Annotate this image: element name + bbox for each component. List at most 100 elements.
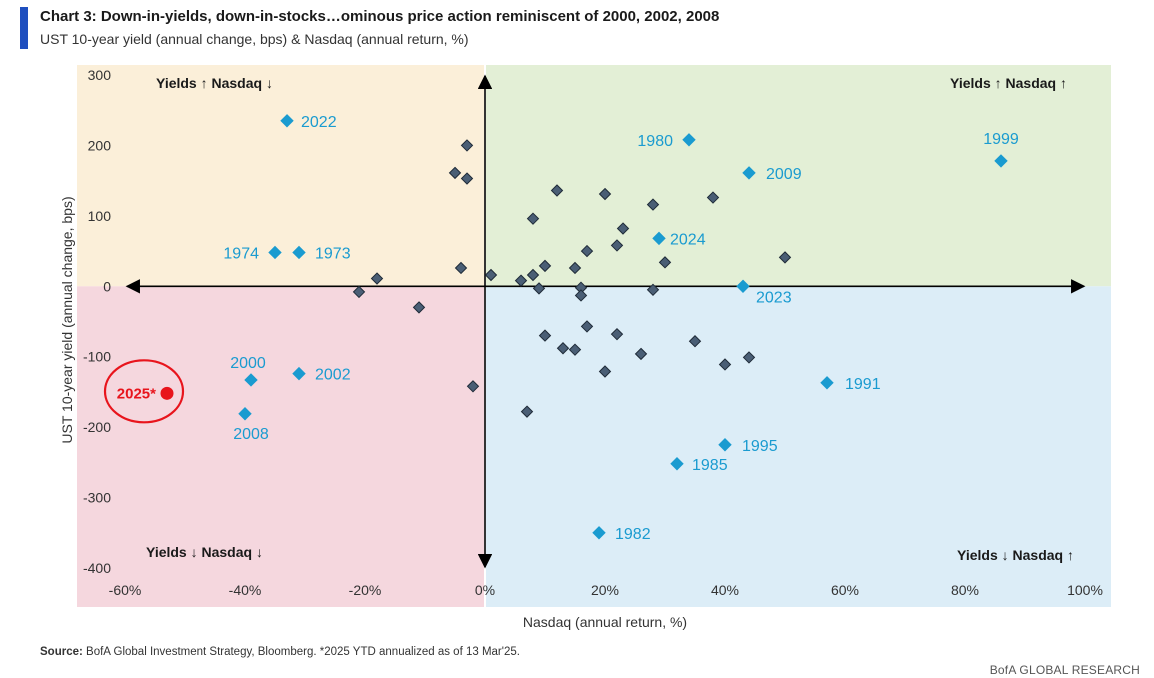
data-point [580, 244, 594, 258]
data-point [646, 198, 660, 211]
y-tick-label: -200 [83, 419, 111, 435]
data-point-1991 [820, 376, 834, 390]
data-point [610, 239, 624, 252]
y-tick-label: -300 [83, 490, 111, 506]
data-point [742, 351, 756, 364]
data-point-2008 [238, 407, 252, 421]
data-label-1995: 1995 [742, 438, 778, 455]
data-point [658, 256, 672, 269]
data-label-1973: 1973 [315, 245, 351, 262]
data-point-2023 [736, 279, 750, 293]
data-point-2002 [292, 366, 306, 381]
data-point-2025 [160, 386, 174, 400]
data-point [634, 347, 648, 361]
data-point [466, 380, 480, 393]
y-tick-label: -400 [83, 560, 111, 576]
data-point [616, 222, 630, 235]
quadrant-bottom-left [77, 286, 485, 607]
data-label-2022: 2022 [301, 114, 337, 131]
data-point [460, 172, 474, 185]
data-label-2000: 2000 [230, 355, 266, 372]
y-tick-label: 300 [88, 67, 112, 83]
y-tick-label: 200 [88, 137, 112, 153]
data-point-1980 [682, 133, 696, 147]
data-label-1980: 1980 [637, 133, 673, 150]
data-point-1995 [718, 438, 732, 452]
data-point [514, 274, 528, 287]
x-tick-label: 100% [1067, 582, 1103, 598]
quadrant-label-bottom-right: Yields ↓ Nasdaq ↑ [957, 547, 1074, 563]
data-point [460, 139, 474, 152]
data-point [484, 268, 498, 282]
x-tick-label: -20% [349, 582, 382, 598]
x-tick-label: 80% [951, 582, 979, 598]
data-point [706, 191, 720, 204]
quadrant-label-bottom-left: Yields ↓ Nasdaq ↓ [146, 544, 263, 560]
data-label-2009: 2009 [766, 166, 802, 183]
data-point-1999 [994, 154, 1008, 168]
data-point [568, 261, 582, 275]
quadrant-label-top-right: Yields ↑ Nasdaq ↑ [950, 75, 1067, 91]
brand-footer: BofA GLOBAL RESEARCH [989, 663, 1140, 677]
data-point [550, 184, 564, 197]
quadrant-bottom-right [485, 286, 1111, 607]
data-label-2002: 2002 [315, 367, 351, 384]
highlight-ring [103, 359, 185, 424]
data-label-1991: 1991 [845, 376, 881, 393]
x-tick-label: -40% [229, 582, 262, 598]
data-point-2022 [280, 114, 294, 128]
data-label-1982: 1982 [615, 526, 651, 543]
data-point [688, 335, 702, 348]
data-point [556, 342, 570, 355]
y-tick-label: -100 [83, 349, 111, 365]
data-point [646, 283, 660, 297]
data-point [580, 320, 594, 333]
x-axis-label: Nasdaq (annual return, %) [523, 614, 687, 630]
x-tick-label: 0% [475, 582, 495, 598]
data-label-2008: 2008 [233, 426, 269, 443]
x-tick-label: 20% [591, 582, 619, 598]
data-point [526, 268, 540, 282]
data-point [778, 251, 792, 264]
data-point [352, 285, 366, 299]
source-label: Source: [40, 646, 83, 658]
source-text: BofA Global Investment Strategy, Bloombe… [82, 646, 520, 658]
data-label-1985: 1985 [692, 457, 728, 474]
data-point [370, 272, 384, 285]
x-tick-label: -60% [109, 582, 142, 598]
data-point [538, 329, 552, 342]
data-point-1974 [268, 245, 282, 260]
x-tick-label: 60% [831, 582, 859, 598]
data-point-2009 [742, 166, 756, 180]
chart-subtitle: UST 10-year yield (annual change, bps) &… [40, 31, 469, 47]
data-point-1982 [592, 526, 606, 540]
data-point [532, 282, 546, 295]
data-point [448, 166, 462, 180]
title-accent-bar [20, 7, 28, 49]
data-point-2024 [652, 231, 666, 246]
data-point [598, 187, 612, 201]
quadrant-top-left [77, 65, 485, 287]
data-label-1974: 1974 [223, 245, 259, 262]
data-point-1985 [670, 457, 684, 471]
data-point [718, 358, 732, 371]
scatter-chart: 300 200 100 0 -100 -200 -300 -400 -60% -40% -20% 0%… [59, 65, 1111, 630]
data-point [454, 261, 468, 275]
chart-title: Chart 3: Down-in-yields, down-in-stocks…… [40, 8, 720, 25]
data-point [526, 212, 540, 225]
y-tick-label: 100 [88, 208, 112, 224]
data-point [598, 365, 612, 378]
data-point [538, 259, 552, 273]
data-point-2000 [244, 373, 258, 387]
data-point [574, 289, 588, 302]
data-point [568, 343, 582, 356]
data-label-2024: 2024 [670, 231, 706, 248]
data-point [520, 405, 534, 418]
data-label-1999: 1999 [983, 131, 1019, 148]
data-point-1973 [292, 245, 306, 260]
data-label-2023: 2023 [756, 289, 792, 306]
data-point [610, 327, 624, 341]
data-label-2025: 2025* [117, 385, 156, 402]
x-tick-label: 40% [711, 582, 739, 598]
quadrant-label-top-left: Yields ↑ Nasdaq ↓ [156, 75, 273, 91]
